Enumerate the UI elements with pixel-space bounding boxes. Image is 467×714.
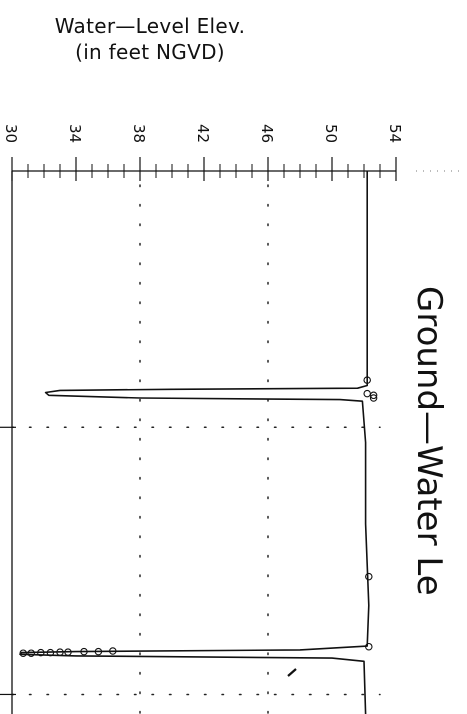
y-axis-title-line1: Water—Level Elev. [54, 14, 246, 38]
observation-point [27, 649, 35, 657]
axis-layer: 30 34 38 42 46 50 54 [0, 124, 462, 714]
series-layer [19, 171, 370, 714]
observation-point [369, 391, 378, 400]
observations-layer [19, 376, 378, 657]
elevation-tick-label: 54 [386, 124, 404, 143]
observation-point [56, 648, 64, 656]
observation-point [363, 389, 371, 398]
observation-point [64, 648, 72, 656]
elevation-tick-label: 50 [322, 124, 340, 143]
elevation-tick-label: 42 [194, 124, 212, 143]
observation-point [80, 647, 88, 656]
observation-point [94, 647, 103, 656]
chart-title: Ground—Water Le [409, 286, 449, 596]
observation-point [109, 647, 117, 655]
observation-point [363, 376, 371, 384]
elevation-tick-label: 30 [2, 124, 20, 143]
stray-mark [287, 668, 297, 677]
observation-point [19, 649, 27, 657]
y-axis-title-line2: (in feet NGVD) [75, 40, 225, 64]
observation-point [46, 648, 55, 657]
observation-point [37, 648, 45, 657]
observation-point [365, 642, 373, 651]
elevation-tick-label: 38 [130, 124, 148, 143]
water-level-series-line [19, 171, 370, 714]
elevation-tick-label: 34 [66, 124, 84, 143]
grid-layer [11, 184, 381, 714]
elevation-tick-label: 46 [258, 124, 276, 143]
observation-point [365, 572, 373, 581]
observation-point [369, 394, 378, 402]
